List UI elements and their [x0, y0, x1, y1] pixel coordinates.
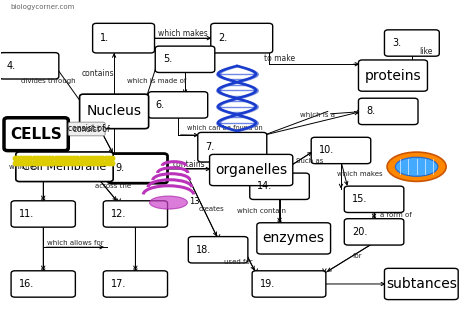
FancyBboxPatch shape: [148, 92, 208, 118]
Text: 12.: 12.: [111, 209, 126, 219]
FancyBboxPatch shape: [211, 23, 273, 53]
Text: which allows for: which allows for: [46, 240, 103, 246]
FancyBboxPatch shape: [68, 122, 105, 136]
Text: 14.: 14.: [257, 181, 273, 191]
Text: like: like: [419, 47, 433, 56]
Text: 19.: 19.: [260, 279, 275, 289]
Text: organelles: organelles: [215, 163, 287, 177]
FancyBboxPatch shape: [257, 223, 330, 254]
Text: 5.: 5.: [163, 54, 172, 64]
Text: 7.: 7.: [205, 142, 215, 152]
Text: used for: used for: [224, 260, 252, 266]
Text: CELLS: CELLS: [10, 127, 62, 142]
Text: creates: creates: [199, 206, 225, 212]
Text: Such as: Such as: [296, 158, 323, 164]
Text: 2.: 2.: [219, 33, 228, 43]
Text: 3.: 3.: [392, 38, 401, 48]
Text: which makes: which makes: [158, 29, 208, 38]
FancyBboxPatch shape: [210, 154, 293, 186]
FancyBboxPatch shape: [16, 152, 113, 181]
Text: 9.: 9.: [116, 164, 125, 173]
Text: 10.: 10.: [319, 146, 334, 155]
Text: to make: to make: [264, 54, 295, 63]
Text: 11.: 11.: [18, 209, 34, 219]
FancyBboxPatch shape: [198, 132, 267, 162]
FancyBboxPatch shape: [344, 186, 404, 213]
Text: 16.: 16.: [18, 279, 34, 289]
Text: 6.: 6.: [156, 100, 165, 110]
FancyBboxPatch shape: [250, 173, 310, 199]
Text: biologycorner.com: biologycorner.com: [10, 4, 74, 10]
Text: which makes: which makes: [337, 171, 383, 177]
FancyBboxPatch shape: [358, 98, 418, 125]
FancyBboxPatch shape: [384, 268, 458, 300]
Text: consist of: consist of: [68, 125, 105, 133]
FancyBboxPatch shape: [103, 271, 167, 297]
Ellipse shape: [395, 157, 438, 176]
Text: subtances: subtances: [386, 277, 457, 291]
Text: 1.: 1.: [100, 33, 109, 43]
Text: which is: which is: [9, 164, 37, 170]
Text: contains: contains: [173, 160, 205, 169]
Text: for: for: [353, 253, 363, 259]
FancyBboxPatch shape: [384, 30, 439, 56]
Text: which is a: which is a: [300, 112, 335, 118]
FancyBboxPatch shape: [311, 137, 371, 164]
Text: 15.: 15.: [352, 194, 367, 204]
Text: which is made of: which is made of: [127, 78, 186, 84]
Text: divides through: divides through: [21, 78, 75, 84]
Text: 20.: 20.: [352, 227, 367, 237]
Text: across the: across the: [95, 183, 131, 189]
Text: Cell Membrane: Cell Membrane: [22, 162, 107, 172]
FancyBboxPatch shape: [344, 219, 404, 245]
FancyBboxPatch shape: [92, 23, 155, 53]
FancyBboxPatch shape: [11, 201, 75, 227]
FancyBboxPatch shape: [103, 201, 167, 227]
FancyBboxPatch shape: [4, 118, 68, 151]
Text: which contain: which contain: [237, 208, 286, 214]
Text: enzymes: enzymes: [263, 232, 325, 245]
FancyBboxPatch shape: [188, 237, 248, 263]
Text: consist of: consist of: [73, 125, 110, 134]
FancyBboxPatch shape: [0, 53, 59, 79]
FancyBboxPatch shape: [108, 154, 167, 183]
Text: 13.: 13.: [189, 197, 202, 206]
Text: 18.: 18.: [196, 245, 211, 255]
Text: a form of: a form of: [380, 212, 412, 218]
Text: 8.: 8.: [366, 106, 375, 116]
Text: 4.: 4.: [7, 61, 16, 71]
FancyBboxPatch shape: [80, 94, 149, 129]
Ellipse shape: [387, 152, 446, 181]
FancyBboxPatch shape: [11, 271, 75, 297]
Text: Nucleus: Nucleus: [87, 104, 142, 118]
FancyBboxPatch shape: [252, 271, 326, 297]
Ellipse shape: [150, 196, 187, 209]
Text: 17.: 17.: [111, 279, 126, 289]
FancyBboxPatch shape: [358, 60, 428, 91]
FancyBboxPatch shape: [155, 46, 215, 73]
Text: proteins: proteins: [365, 69, 421, 83]
Text: which can be found on: which can be found on: [187, 125, 263, 131]
Text: contains: contains: [81, 69, 114, 78]
